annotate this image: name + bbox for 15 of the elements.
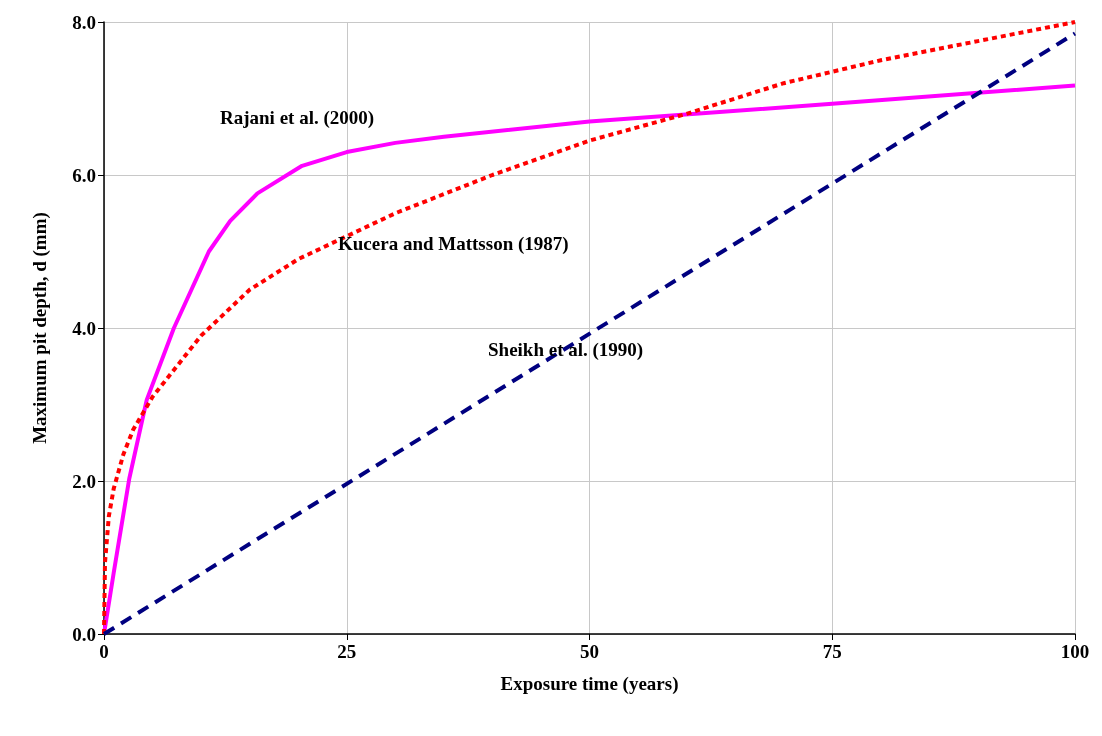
annotation: Kucera and Mattsson (1987) <box>338 233 569 255</box>
y-tick-label: 2.0 <box>72 470 96 492</box>
x-tick-label: 75 <box>822 641 842 662</box>
y-tick-label: 8.0 <box>72 11 96 33</box>
x-tick-label: 25 <box>337 641 357 662</box>
y-tick-label: 6.0 <box>72 164 96 186</box>
x-tick-label: 100 <box>1060 641 1090 662</box>
y-tick-label: 4.0 <box>72 317 96 339</box>
x-tick-label: 50 <box>580 641 599 662</box>
y-tick-label: 0.0 <box>72 623 96 645</box>
x-tick-label: 0 <box>99 641 109 662</box>
y-axis-title: Maximum pit depth, d (mm) <box>29 212 51 444</box>
annotation: Sheikh et al. (1990) <box>488 339 644 361</box>
x-axis-title: Exposure time (years) <box>500 673 679 695</box>
annotation: Rajani et al. (2000) <box>220 107 375 129</box>
